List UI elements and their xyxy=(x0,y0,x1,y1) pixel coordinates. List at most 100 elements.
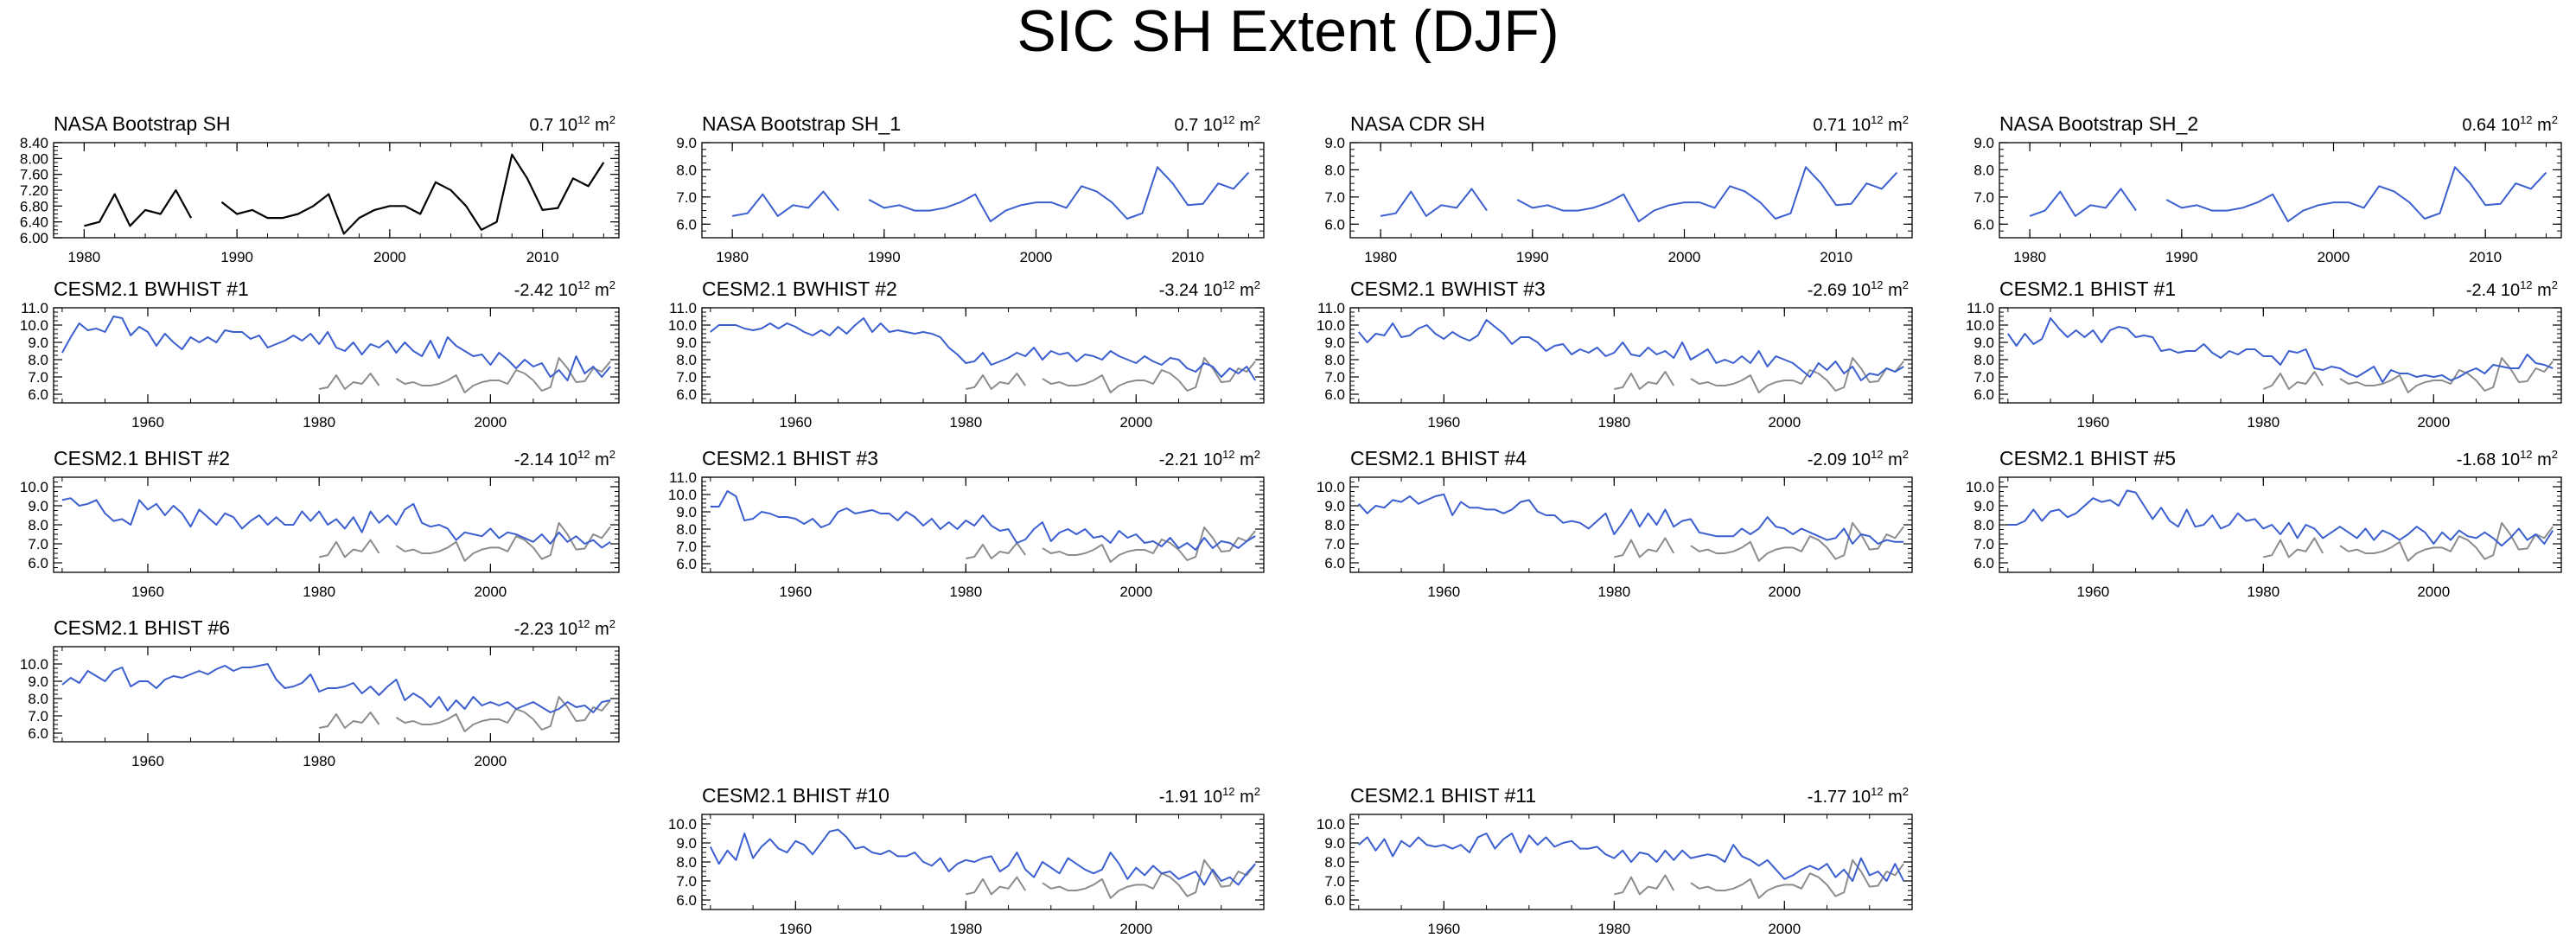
y-tick-label: 6.0 xyxy=(1973,555,1994,571)
y-tick-label: 7.0 xyxy=(28,708,48,724)
trend-value: -3.24 1012 m2 xyxy=(1159,278,1260,300)
gray-series-line xyxy=(966,858,1256,899)
blue-series-line xyxy=(709,828,1256,886)
x-tick-label: 1990 xyxy=(868,249,901,265)
x-tick-label: 2000 xyxy=(2318,249,2350,265)
x-tick-label: 2000 xyxy=(1020,249,1053,265)
y-tick-label: 9.0 xyxy=(676,135,697,151)
y-tick-label: 10.0 xyxy=(20,479,48,495)
plot-frame xyxy=(1349,142,1913,239)
gray-series-line xyxy=(1614,858,1904,899)
x-tick-label: 1960 xyxy=(2076,584,2109,600)
gray-series-line xyxy=(318,521,611,562)
x-tick-label: 1960 xyxy=(1427,414,1460,431)
panel-title: CESM2.1 BWHIST #2 xyxy=(702,278,897,300)
x-tick-label: 1980 xyxy=(949,584,982,600)
y-tick-label: 9.0 xyxy=(1973,498,1994,514)
y-tick-label: 9.0 xyxy=(1324,335,1345,351)
x-tick-label: 1990 xyxy=(2165,249,2198,265)
trend-value: -1.77 1012 m2 xyxy=(1808,785,1909,807)
x-tick-label: 2000 xyxy=(2417,584,2450,600)
blue-series-line xyxy=(2006,317,2554,383)
y-tick-label: 9.0 xyxy=(676,835,697,852)
x-tick-label: 1980 xyxy=(2247,414,2280,431)
y-tick-label: 9.0 xyxy=(676,335,697,351)
y-tick-label: 10.0 xyxy=(1966,317,1994,334)
y-tick-label: 7.60 xyxy=(20,167,48,183)
panel-cesm2-1-bwhist-1: CESM2.1 BWHIST #1 -2.42 1012 m2 6.07.08.09… xyxy=(20,278,620,431)
y-tick-label: 9.0 xyxy=(676,504,697,520)
blue-series-line xyxy=(1358,493,1904,545)
panel-cesm2-1-bhist-11: CESM2.1 BHIST #11 -1.77 1012 m2 6.0 7.0 8.0 9… xyxy=(1317,784,1913,937)
x-tick-label: 1960 xyxy=(779,584,812,600)
y-tick-label: 6.0 xyxy=(676,386,697,403)
figure-title: SIC SH Extent (DJF) xyxy=(1017,0,1559,64)
y-tick-label: 9.0 xyxy=(28,673,48,690)
panel-cesm2-1-bwhist-3: CESM2.1 BWHIST #3 -2.69 1012 m2 6.07.08.09… xyxy=(1317,278,1913,431)
y-tick-label: 8.0 xyxy=(28,691,48,707)
x-tick-label: 2000 xyxy=(474,414,507,431)
y-tick-label: 11.0 xyxy=(1967,300,1994,316)
plot-frame xyxy=(53,307,620,404)
trend-value: -2.21 1012 m2 xyxy=(1159,448,1260,469)
plot-frame xyxy=(53,646,620,743)
panel-nasa-bootstrap-sh-1: NASA Bootstrap SH_1 0.7 1012 m2 6.0 7.0 8.0 9… xyxy=(676,112,1265,265)
y-tick-label: 6.0 xyxy=(28,555,48,571)
x-tick-label: 1960 xyxy=(779,414,812,431)
plot-frame xyxy=(53,142,620,239)
blue-series-line xyxy=(2007,489,2554,547)
y-tick-label: 7.0 xyxy=(676,539,697,555)
y-tick-label: 10.0 xyxy=(1317,816,1345,833)
panel-title: NASA Bootstrap SH xyxy=(54,112,231,135)
panel-title: CESM2.1 BHIST #6 xyxy=(54,616,230,639)
y-tick-label: 6.80 xyxy=(20,198,48,214)
y-tick-label: 9.0 xyxy=(28,335,48,351)
y-tick-label: 6.0 xyxy=(1324,555,1345,571)
y-tick-label: 11.0 xyxy=(21,300,48,316)
gray-series-line xyxy=(319,696,611,732)
y-tick-label: 6.0 xyxy=(28,725,48,742)
blue-series-line xyxy=(1358,319,1904,381)
y-tick-label: 7.0 xyxy=(1324,189,1345,206)
y-tick-label: 8.0 xyxy=(1324,517,1345,533)
y-tick-label: 10.0 xyxy=(668,816,697,833)
y-tick-label: 7.0 xyxy=(676,369,697,386)
blue-series-line xyxy=(61,663,611,713)
panel-title: CESM2.1 BHIST #4 xyxy=(1350,447,1527,469)
x-tick-label: 1980 xyxy=(303,414,335,431)
x-tick-label: 1980 xyxy=(1597,584,1630,600)
y-tick-label: 7.0 xyxy=(1973,536,1994,552)
trend-value: 0.64 1012 m2 xyxy=(2462,113,2558,135)
plot-frame xyxy=(701,307,1265,404)
y-tick-label: 7.0 xyxy=(1324,369,1345,386)
y-tick-label: 7.0 xyxy=(28,369,48,386)
x-tick-label: 1980 xyxy=(2013,249,2046,265)
y-tick-label: 8.0 xyxy=(1973,352,1994,368)
y-tick-label: 6.0 xyxy=(676,892,697,909)
y-tick-label: 6.0 xyxy=(1324,386,1345,403)
y-tick-label: 8.40 xyxy=(20,135,48,151)
y-tick-label: 6.0 xyxy=(1324,892,1345,909)
y-tick-label: 10.0 xyxy=(668,487,697,503)
y-tick-label: 11.0 xyxy=(1317,300,1345,316)
panel-title: CESM2.1 BHIST #10 xyxy=(702,784,889,807)
x-tick-label: 2000 xyxy=(1668,249,1701,265)
y-tick-label: 10.0 xyxy=(20,656,48,673)
x-tick-label: 1960 xyxy=(2076,414,2109,431)
x-tick-label: 1980 xyxy=(303,753,335,769)
trend-value: -1.68 1012 m2 xyxy=(2457,448,2558,469)
x-tick-label: 2010 xyxy=(1171,249,1204,265)
gray-series-line xyxy=(2263,521,2554,562)
panel-cesm2-1-bhist-2: CESM2.1 BHIST #2 -2.14 1012 m2 6.0 7.0 8.0 9.… xyxy=(20,447,620,600)
panel-cesm2-1-bhist-4: CESM2.1 BHIST #4 -2.09 1012 m2 6.0 7.0 8.0 9.… xyxy=(1317,447,1913,600)
gray-series-line xyxy=(1614,357,1904,393)
x-tick-label: 2000 xyxy=(1768,584,1801,600)
x-tick-label: 2000 xyxy=(1119,921,1152,937)
blue-series-line xyxy=(1380,166,1898,223)
y-tick-label: 9.0 xyxy=(1324,498,1345,514)
plot-frame xyxy=(53,476,620,573)
x-tick-label: 1980 xyxy=(1364,249,1397,265)
y-tick-label: 7.0 xyxy=(28,536,48,552)
panel-title: NASA Bootstrap SH_1 xyxy=(702,112,901,135)
y-tick-label: 7.0 xyxy=(1324,873,1345,890)
